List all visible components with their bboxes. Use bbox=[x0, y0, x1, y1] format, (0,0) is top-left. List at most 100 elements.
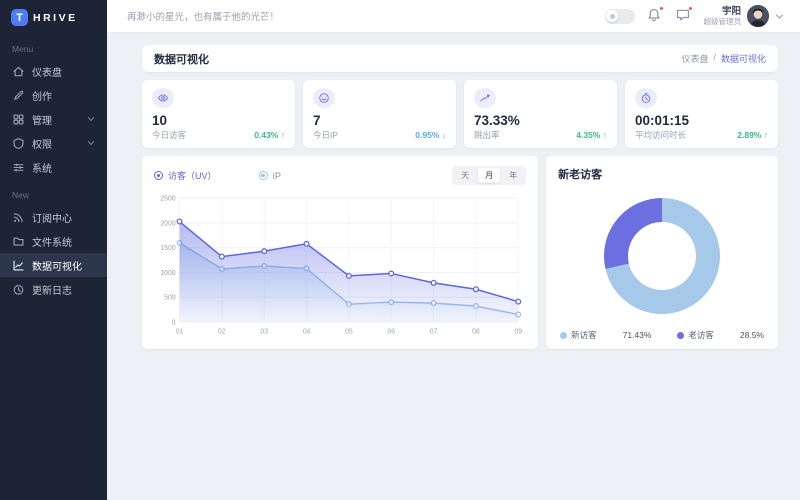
charts-row: 访客（UV） IP 天 月 年 0 500 1000 1500 2000 2500 01 02… bbox=[142, 156, 778, 349]
donut-wrap bbox=[558, 182, 766, 329]
radio-icon bbox=[154, 171, 163, 180]
toggle-knob bbox=[606, 10, 618, 22]
stat-card-avg-duration: 00:01:15 平均访问时长 2.89% ↑ bbox=[625, 80, 778, 148]
stat-card-visitors: 10 今日访客 0.43% ↑ bbox=[142, 80, 295, 148]
arrow-up-icon: ↑ bbox=[602, 130, 607, 140]
legend-label: 访客（UV） bbox=[168, 171, 217, 181]
sidebar-item-label: 系统 bbox=[32, 163, 52, 175]
breadcrumb-separator: / bbox=[713, 52, 716, 62]
pie-legend-old[interactable]: 老访客 bbox=[677, 329, 714, 341]
user-role: 超级管理员 bbox=[703, 17, 742, 27]
sidebar-section-new: New bbox=[12, 190, 30, 200]
stat-card-bounce-rate: 73.33% 跳出率 4.35% ↑ bbox=[464, 80, 617, 148]
breadcrumb-current: 数据可视化 bbox=[720, 54, 766, 64]
svg-text:04: 04 bbox=[303, 329, 311, 336]
sidebar-item-subscriptions[interactable]: 订阅中心 bbox=[0, 205, 107, 229]
sidebar-item-system[interactable]: 系统 bbox=[0, 155, 107, 179]
sidebar-item-dashboard[interactable]: 仪表盘 bbox=[0, 59, 107, 83]
svg-text:03: 03 bbox=[260, 329, 268, 336]
shield-icon bbox=[12, 137, 25, 150]
period-tab-group: 天 月 年 bbox=[452, 166, 527, 185]
rss-icon bbox=[12, 211, 25, 224]
brand-logo[interactable]: T HRIVE bbox=[0, 0, 107, 33]
pie-legend-value: 71.43% bbox=[622, 330, 652, 340]
sidebar-item-create[interactable]: 创作 bbox=[0, 83, 107, 107]
chevron-down-icon bbox=[87, 115, 95, 123]
sliders-icon bbox=[12, 161, 25, 174]
svg-text:02: 02 bbox=[218, 329, 226, 336]
folder-icon bbox=[12, 235, 25, 248]
topbar: 再渺小的星光，也有属于他的光芒！ 宇阳 超级管理员 bbox=[107, 0, 800, 33]
uv-trend-card: 访客（UV） IP 天 月 年 0 500 1000 1500 2000 2500 01 02… bbox=[142, 156, 539, 349]
period-tab-month[interactable]: 月 bbox=[478, 168, 501, 183]
stat-value: 10 bbox=[152, 113, 168, 128]
pie-legend-label: 老访客 bbox=[688, 330, 714, 340]
sidebar-item-files[interactable]: 文件系统 bbox=[0, 229, 107, 253]
breadcrumb: 仪表盘 / 数据可视化 bbox=[681, 52, 766, 65]
period-tab-year[interactable]: 年 bbox=[509, 171, 518, 180]
chart-legend: 访客（UV） IP 天 月 年 bbox=[154, 166, 527, 185]
sidebar-item-data-visualization[interactable]: 数据可视化 bbox=[0, 253, 107, 277]
stat-card-ip: 7 今日IP 0.95% ↓ bbox=[303, 80, 456, 148]
sidebar-item-label: 文件系统 bbox=[32, 237, 72, 249]
radio-icon bbox=[258, 171, 268, 180]
period-tab-day[interactable]: 天 bbox=[461, 171, 470, 180]
svg-text:07: 07 bbox=[430, 329, 438, 336]
stat-value: 73.33% bbox=[474, 113, 520, 128]
user-name: 宇阳 bbox=[721, 5, 741, 17]
svg-text:09: 09 bbox=[514, 329, 522, 336]
stat-label: 平均访问时长 bbox=[635, 130, 687, 140]
message-icon[interactable] bbox=[675, 6, 693, 25]
svg-text:1500: 1500 bbox=[160, 245, 175, 252]
notification-badge bbox=[658, 6, 664, 11]
svg-text:500: 500 bbox=[164, 295, 176, 302]
breadcrumb-parent[interactable]: 仪表盘 bbox=[681, 54, 709, 64]
legend-label: IP bbox=[272, 170, 282, 181]
legend-dot-icon bbox=[560, 331, 568, 339]
svg-text:06: 06 bbox=[387, 329, 395, 336]
stat-change: 4.35% ↑ bbox=[576, 130, 607, 140]
stat-change: 0.95% ↓ bbox=[415, 130, 446, 140]
legend-ip[interactable]: IP bbox=[258, 170, 282, 181]
user-menu[interactable]: 宇阳 超级管理员 bbox=[704, 5, 785, 27]
stat-cards: 10 今日访客 0.43% ↑ 7 今日IP 0.95% ↓ 73.33% 跳出… bbox=[142, 80, 778, 148]
sidebar-item-manage[interactable]: 管理 bbox=[0, 107, 107, 131]
stat-value: 00:01:15 bbox=[635, 113, 690, 128]
eye-icon bbox=[152, 88, 174, 108]
motto-text: 再渺小的星光，也有属于他的光芒！ bbox=[127, 12, 280, 23]
stat-label: 跳出率 bbox=[474, 130, 500, 140]
sidebar-item-label: 管理 bbox=[32, 115, 52, 127]
sidebar-item-label: 仪表盘 bbox=[32, 67, 62, 79]
pie-legend-new[interactable]: 新访客 bbox=[560, 329, 597, 341]
content: 数据可视化 仪表盘 / 数据可视化 10 今日访客 0.43% ↑ 7 bbox=[107, 33, 800, 500]
sidebar-item-permissions[interactable]: 权限 bbox=[0, 131, 107, 155]
svg-text:2000: 2000 bbox=[160, 220, 175, 227]
uv-ip-area-chart: 0 500 1000 1500 2000 2500 01 02 03 04 05 06 07 08 09 bbox=[160, 196, 522, 336]
pie-legend-value: 28.5% bbox=[739, 330, 764, 340]
theme-toggle[interactable] bbox=[604, 8, 635, 24]
smiley-icon bbox=[313, 88, 335, 108]
stat-value: 7 bbox=[313, 113, 321, 128]
logo-badge: T bbox=[11, 9, 28, 26]
user-meta: 宇阳 超级管理员 bbox=[704, 6, 742, 26]
trend-icon bbox=[474, 88, 496, 108]
home-icon bbox=[12, 65, 25, 78]
sidebar-section-menu: Menu bbox=[12, 44, 34, 54]
sidebar-item-label: 创作 bbox=[32, 91, 52, 103]
logo-text: HRIVE bbox=[33, 11, 78, 24]
sidebar-item-changelog[interactable]: 更新日志 bbox=[0, 277, 107, 301]
arrow-down-icon: ↓ bbox=[441, 130, 446, 140]
svg-text:01: 01 bbox=[176, 329, 184, 336]
bell-icon[interactable] bbox=[646, 6, 664, 25]
legend-dot-icon bbox=[677, 331, 685, 339]
sidebar: T HRIVE Menu 仪表盘 创作 管理 权限 系统 New 订阅中心 文件… bbox=[0, 0, 107, 500]
page-header: 数据可视化 仪表盘 / 数据可视化 bbox=[142, 45, 778, 72]
stat-change: 2.89% ↑ bbox=[737, 130, 768, 140]
visitor-type-card: 新老访客 新访客 71.43% 老访客 28.5% bbox=[546, 156, 778, 349]
svg-text:05: 05 bbox=[345, 329, 353, 336]
sidebar-item-label: 更新日志 bbox=[32, 285, 72, 297]
legend-uv[interactable]: 访客（UV） bbox=[154, 169, 217, 182]
donut-chart bbox=[604, 197, 721, 314]
page-title: 数据可视化 bbox=[154, 53, 209, 66]
pen-icon bbox=[12, 89, 25, 102]
